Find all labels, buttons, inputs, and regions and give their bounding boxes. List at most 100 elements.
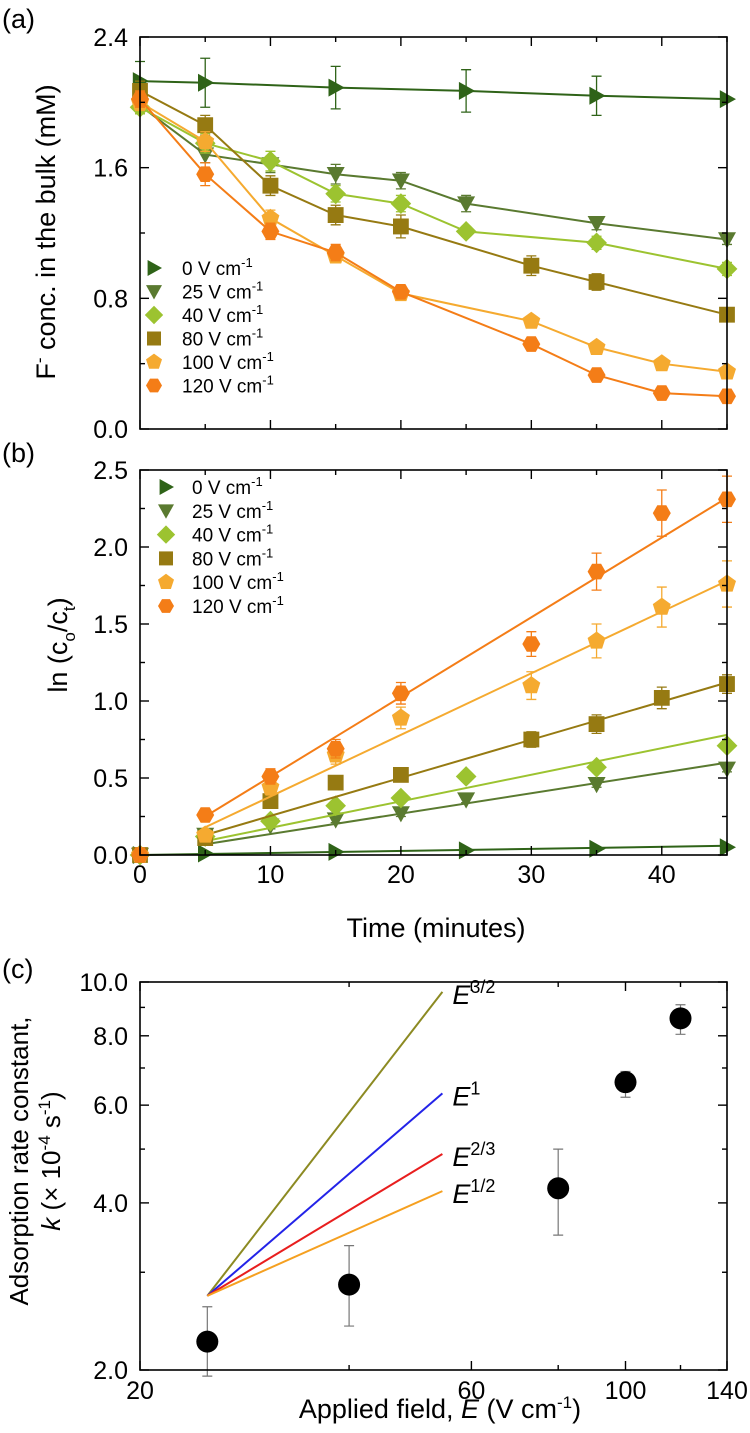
panel-a-data-point [327,207,344,223]
panel-c-data-point [547,1177,570,1200]
panel-c-label: (c) [2,954,33,984]
panel-b-data-point [325,795,346,817]
panel-a-series-line [139,98,728,398]
panel-a-y-tick-label: 0.0 [93,416,128,444]
panel-a-data-point [391,173,410,190]
panel-a-data-point [522,311,541,329]
panel-b-fit-line [204,681,728,836]
panel-a-legend-marker [147,331,161,346]
panel-b-legend-marker [156,525,176,544]
panel-b-series-5 [131,475,736,863]
panel-b-y-tick-label: 1.5 [93,611,128,639]
panel-a-data-point [522,336,541,352]
panel-a-series-line [139,90,728,316]
panel-a-data-point [325,183,346,205]
panel-b-data-point [587,563,606,580]
panel-a-data-point [588,274,605,290]
panel-b-x-axis-label: Time (minutes) [346,913,525,943]
panel-a-legend-marker [144,305,164,325]
panel-c-x-tick-label: 100 [605,1377,647,1405]
panel-c-plot-area: E3/2E1 E2/3 E1/2 [196,977,692,1377]
panel-b-x-tick-label: 20 [387,861,415,889]
panel-b-legend-label: 120 V cm-1 [192,593,284,618]
panel-b-y-axis-label: ln (co/ct) [43,597,79,692]
panel-c-y-axis-label-line1: Adsorption rate constant, [4,1016,34,1305]
panel-a-data-point [326,244,345,261]
panel-a-legend-label: 40 V cm-1 [182,302,263,327]
panel-a-data-point [587,337,606,355]
panel-c-data-point [614,1071,637,1094]
panel-c-data-point [338,1273,361,1296]
panel-a-data-point [196,132,215,150]
panel-a-series-line [139,80,728,101]
panel-c-scaling-label: E2/3 [452,1139,495,1172]
panel-b-series-0 [132,838,736,864]
panel-a-data-point [586,232,607,254]
panel-b-data-point [589,839,606,858]
panel-a-legend-label: 120 V cm-1 [182,373,274,398]
panel-a-data-point [261,208,280,226]
panel-b-data-point [260,810,281,832]
panel-a-data-point [262,177,279,194]
panel-b-series-2 [129,733,738,866]
panel-c-x-tick-label: 60 [457,1377,485,1405]
panel-a-plot-area [129,57,738,405]
panel-c-y-tick-label: 10.0 [79,969,128,997]
panel-b-data-point [652,597,671,615]
panel-b-legend-marker [158,599,174,613]
panel-c-scaling-line [206,1153,443,1297]
panel-c-y-axis-label-line2: k (× 10-4 s-1) [35,1091,66,1230]
panel-c-data-point [196,1330,219,1353]
panel-c-scaling-label: E1 [452,1078,480,1111]
panel-b-series-1 [131,761,736,864]
panel-b-data-point [457,792,476,809]
panel-b-data-point [391,806,410,823]
panel-b-x-tick-label: 30 [517,861,545,889]
panel-b-data-point [653,690,670,706]
panel-a-label: (a) [2,4,35,34]
panel-b-y-tick-label: 1.0 [93,688,128,716]
panel-a-legend-marker [147,260,162,276]
panel-c-frame [139,981,728,1371]
panel-c-y-tick-label: 8.0 [93,1023,128,1051]
panel-a-data-point [260,150,281,172]
panel-b-series-3 [132,674,735,863]
panel-b-data-point [586,756,607,778]
panel-a-data-point [458,81,476,100]
panel-b-y-tick-label: 0.5 [93,765,128,793]
panel-c-x-tick-label: 140 [706,1377,748,1405]
panel-a-data-point [652,354,671,372]
panel-b-y-tick-label: 2.5 [93,457,128,485]
panel-b-fit-line [139,844,728,856]
panel-a-data-point [198,73,215,92]
panel-a-series-0 [132,57,736,117]
panel-a-axes: 0.0 0.8 1.6 2.4 [93,24,728,444]
panel-a: (a) 0.0 0.8 1.6 2.4 F- conc. in the bulk (m… [2,4,738,444]
panel-a-legend-marker [146,378,162,393]
panel-b-data-point [523,731,540,748]
panel-c-scaling-line [206,1190,443,1297]
panel-b-data-point [390,787,412,809]
panel-b-data-point [391,685,410,702]
panel-a-y-axis-label: F- conc. in the bulk (mM) [30,84,61,379]
panel-a-series-line [139,106,728,270]
panel-c-scaling-label: E1/2 [452,1176,495,1209]
panel-b-legend-label: 100 V cm-1 [192,569,284,594]
panel-c-scaling-line-2: E2/3 [206,1139,495,1297]
panel-b-data-point [328,842,345,861]
panel-b-plot-area [129,475,738,866]
panel-b-x-tick-label: 10 [257,861,285,889]
panel-c-y-tick-label: 6.0 [93,1092,128,1120]
panel-b-legend-marker [158,504,174,519]
panel-b-data-point [587,631,606,649]
panel-a-data-point [589,86,606,105]
panel-b-data-point [393,767,409,783]
panel-b-legend-marker [159,479,174,495]
panel-a-series-3 [132,80,735,323]
panel-b-data-point [262,793,279,809]
panel-c-x-axis-label: Applied field, E (V cm-1) [299,1393,581,1424]
panel-c-x-tick-label: 20 [126,1377,154,1405]
